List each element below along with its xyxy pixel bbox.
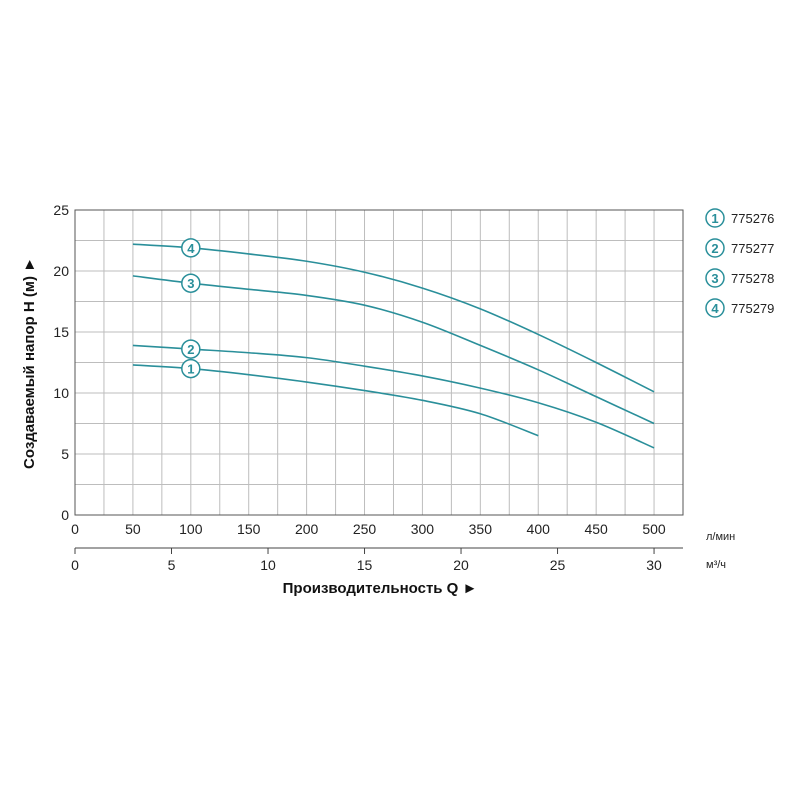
y-tick-label: 25 (53, 202, 69, 218)
x-tick-label-lmin: 350 (469, 521, 493, 537)
series-1: 1 (132, 358, 539, 437)
legend: 1 775276 2 775277 3 775278 4 775279 (705, 208, 774, 318)
legend-label: 775277 (731, 241, 774, 256)
legend-marker-circle (705, 238, 725, 258)
x-tick-label-m3h: 0 (71, 557, 79, 573)
legend-item: 2 775277 (705, 238, 774, 258)
series-marker-label: 4 (187, 241, 195, 256)
legend-marker-number: 4 (711, 301, 719, 316)
legend-item: 3 775278 (705, 268, 774, 288)
series-2: 2 (132, 339, 655, 449)
series-3: 3 (132, 273, 655, 425)
legend-item: 4 775279 (705, 298, 774, 318)
legend-label: 775278 (731, 271, 774, 286)
x-tick-label-m3h: 5 (168, 557, 176, 573)
series-marker-circle (181, 358, 201, 379)
legend-marker-number: 1 (711, 211, 718, 226)
plot-frame (74, 209, 684, 516)
x-tick-label-m3h: 15 (357, 557, 373, 573)
legend-item: 1 775276 (705, 208, 774, 228)
x-tick-label-lmin: 150 (237, 521, 261, 537)
x-axis-title: Производительность Q ► (283, 580, 478, 597)
x-tick-label-lmin: 200 (295, 521, 319, 537)
x-tick-label-m3h: 30 (646, 557, 662, 573)
series-group: 1 2 3 4 (132, 238, 655, 449)
x-tick-label-lmin: 250 (353, 521, 377, 537)
y-tick-label: 20 (53, 263, 69, 279)
series-4: 4 (132, 238, 655, 393)
y-axis-ticks: 0 5 10 15 20 25 (53, 202, 69, 523)
x-tick-label-m3h: 20 (453, 557, 469, 573)
x-tick-label-lmin: 300 (411, 521, 435, 537)
x-axis-primary-ticks: 0 50 100 150 200 250 300 350 400 450 500 (71, 521, 666, 537)
series-marker-label: 3 (187, 276, 194, 291)
x-primary-unit: л/мин (706, 531, 735, 543)
y-tick-label: 15 (53, 324, 69, 340)
series-marker-circle (181, 339, 201, 359)
series-line-2 (132, 344, 655, 449)
legend-marker-circle (705, 298, 725, 318)
series-marker-label: 2 (187, 342, 194, 357)
y-axis-title: Создаваемый напор H (м) ► (21, 257, 38, 469)
series-marker-label: 1 (187, 362, 194, 377)
x-tick-label-lmin: 50 (125, 521, 141, 537)
grid (74, 209, 684, 516)
series-line-4 (132, 243, 655, 393)
legend-marker-number: 3 (711, 271, 718, 286)
x-tick-label-lmin: 450 (584, 521, 608, 537)
y-tick-label: 10 (53, 385, 69, 401)
legend-marker-number: 2 (711, 241, 718, 256)
x-tick-label-lmin: 400 (527, 521, 551, 537)
series-line-3 (132, 275, 655, 425)
y-tick-label: 0 (61, 507, 69, 523)
x-secondary-unit: м³/ч (706, 559, 726, 571)
series-marker-circle (181, 238, 201, 258)
series-marker-circle (181, 273, 201, 293)
x-tick-label-lmin: 0 (71, 521, 79, 537)
x-tick-label-m3h: 10 (260, 557, 276, 573)
x-axis-secondary-ticks: 0 5 10 15 20 25 30 (71, 547, 683, 573)
x-tick-label-lmin: 100 (179, 521, 203, 537)
legend-label: 775276 (731, 211, 774, 226)
legend-marker-circle (705, 268, 725, 288)
legend-label: 775279 (731, 301, 774, 316)
y-tick-label: 5 (61, 446, 69, 462)
x-tick-label-m3h: 25 (550, 557, 566, 573)
x-tick-label-lmin: 500 (642, 521, 666, 537)
legend-marker-circle (705, 208, 725, 228)
